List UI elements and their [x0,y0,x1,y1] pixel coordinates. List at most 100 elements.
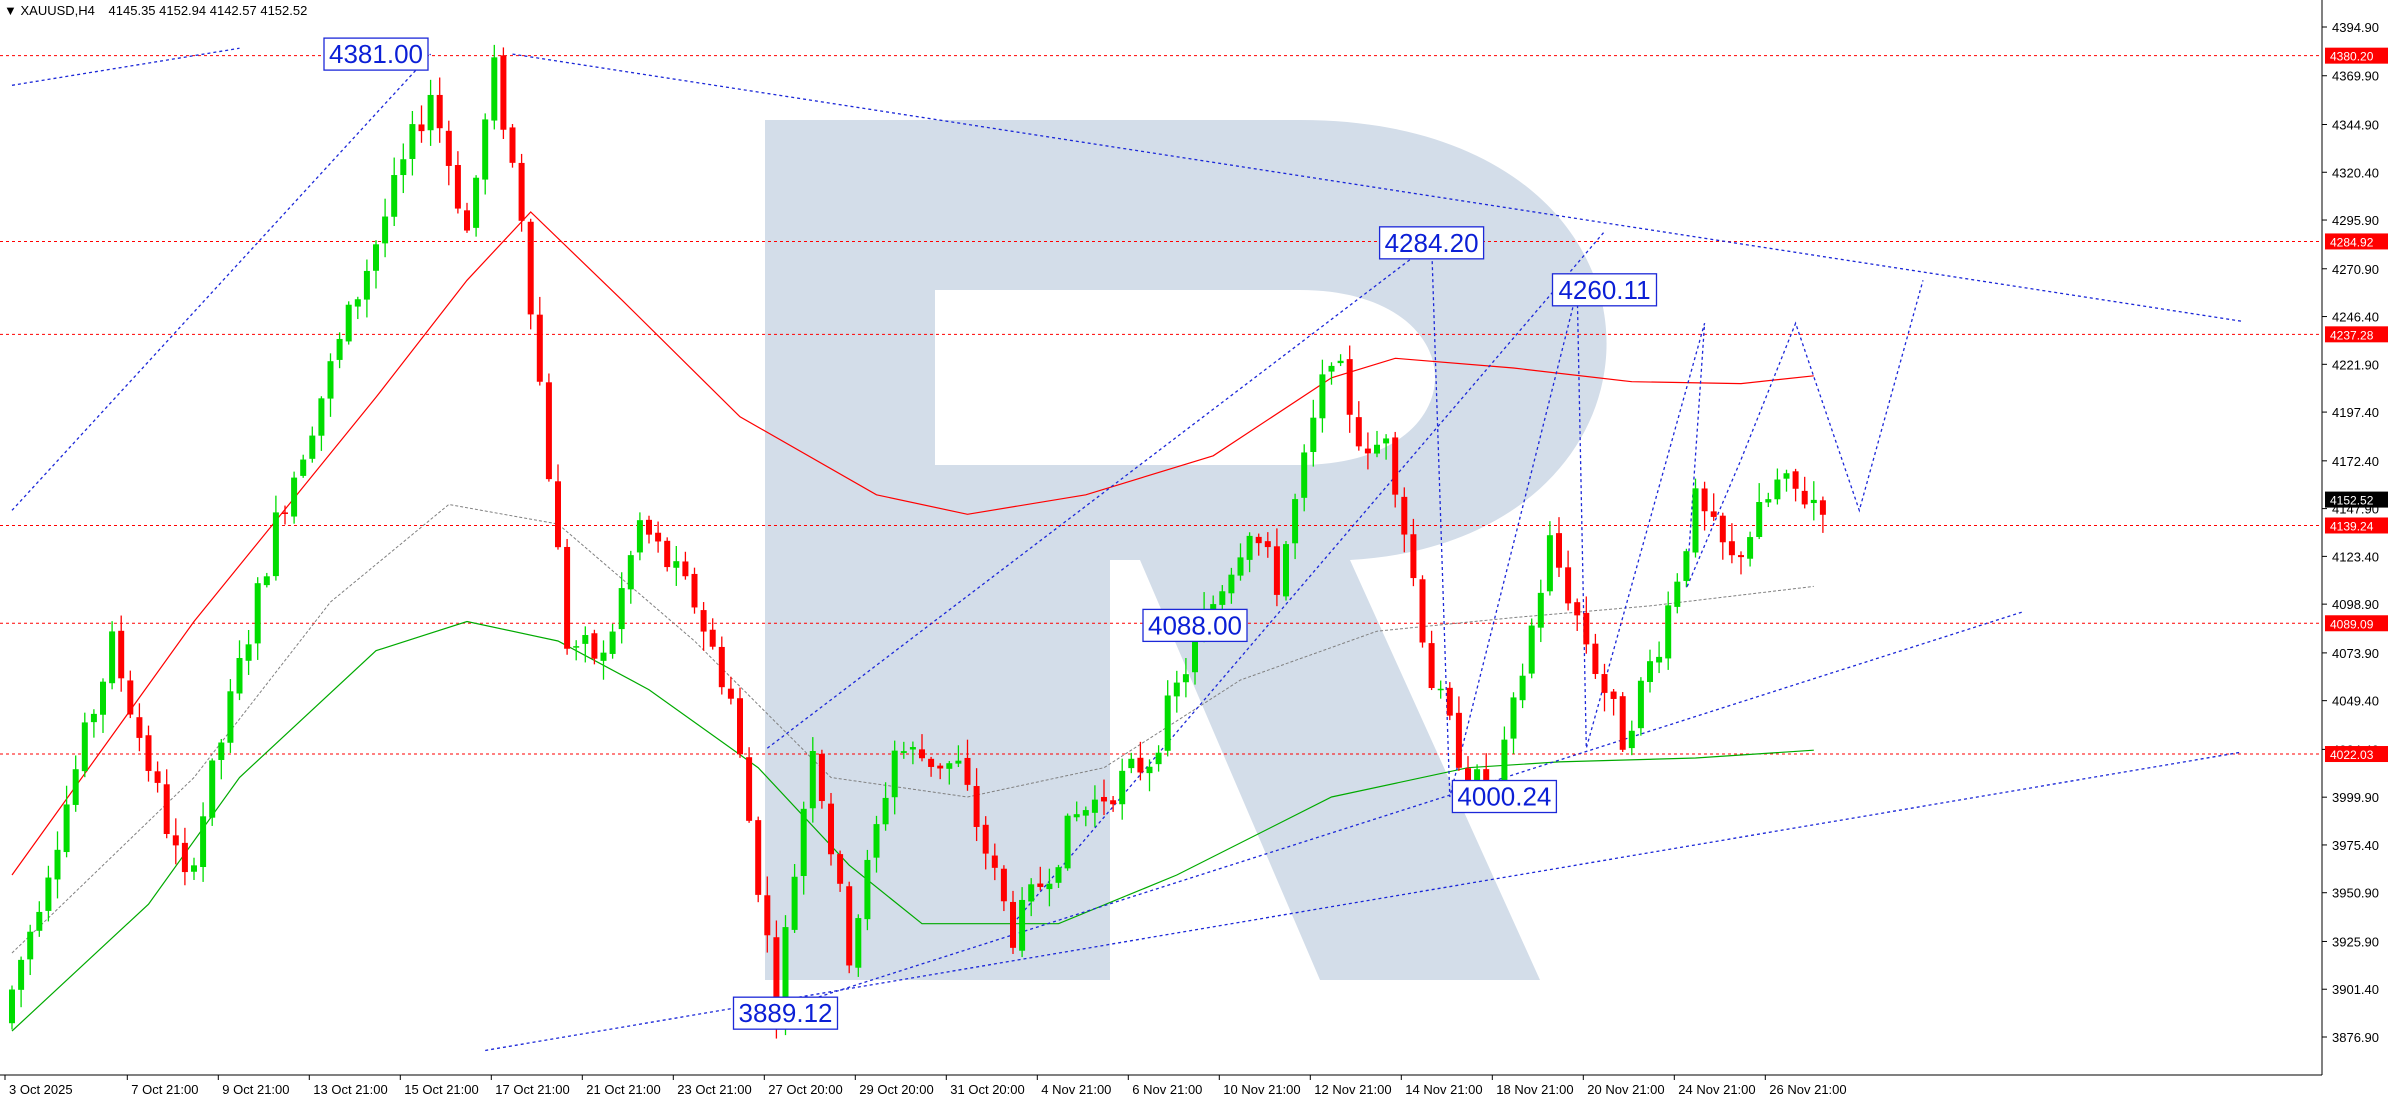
candle-body [291,477,298,517]
candle-body [1146,766,1153,774]
candle-body [964,757,971,785]
candle-body [1446,687,1453,716]
candle-body [236,658,243,694]
watermark-r-shape [765,120,1607,980]
symbol-dropdown[interactable]: ▼ XAUUSD,H4 [4,3,95,18]
candle-body [363,270,370,300]
candle-body [427,94,434,131]
time-tick-label: 3 Oct 2025 [9,1082,73,1097]
candle-body [1346,359,1353,415]
candle-body [1173,682,1180,697]
candle-body [837,854,844,884]
annotation-label: 4088.00 [1148,610,1242,640]
watermark-logo: R [765,120,1607,980]
annotation-box [1551,273,1658,307]
level-price-label: 4089.09 [2330,617,2374,631]
candle-body [891,750,898,798]
price-tick-label: 4246.40 [2332,310,2379,325]
candle-body [1519,675,1526,701]
trend-line [767,611,2024,1015]
annotation-label: 4381.00 [329,39,423,69]
price-annotation: 4260.11 [1551,273,1658,307]
candle-body [1101,796,1107,802]
candle-body [773,937,780,1020]
candle-body [518,162,525,221]
candle-body [1774,479,1781,500]
price-tick-label: 3975.40 [2332,838,2379,853]
candle-body [809,751,816,809]
candle-body [209,760,216,818]
price-tick-label: 4098.90 [2332,597,2379,612]
candle-body [181,842,188,873]
candle-body [172,835,179,846]
candle-body [1155,752,1162,765]
candle-body [1255,536,1262,544]
candle-body [1301,452,1308,498]
candle-body [1037,883,1044,887]
time-tick-label: 29 Oct 20:00 [859,1082,933,1097]
candle-body [1501,739,1508,792]
candle-body [254,583,261,644]
price-tick-label: 3950.90 [2332,886,2379,901]
candle-body [1747,537,1754,559]
candle-body [1455,712,1462,768]
candle-body [1692,488,1699,553]
candle-body [1019,899,1026,951]
candle-body [709,629,716,647]
price-tick-label: 4320.40 [2332,165,2379,180]
candle-body [555,481,561,548]
candle-body [791,876,798,930]
time-tick-label: 9 Oct 21:00 [222,1082,289,1097]
candle-body [127,680,134,715]
level-price-tag [2325,746,2388,763]
candle-body [600,652,607,661]
candle-body [1765,499,1772,503]
annotation-box [732,996,839,1030]
candle-body [1783,473,1790,479]
candle-body [63,804,70,853]
ma-slow-line [11,620,1814,1032]
candle-body [354,299,361,307]
candle-body [1073,814,1080,818]
candle-body [1128,758,1135,769]
candle-body [81,722,88,772]
candle-body [636,520,643,553]
annotation-box [323,37,429,71]
time-tick-label: 21 Oct 21:00 [586,1082,660,1097]
level-price-tag [2325,326,2388,343]
candle-body [545,382,552,480]
candle-body [454,165,461,209]
price-tick-label: 4221.90 [2332,357,2379,372]
annotation-label: 4284.20 [1385,228,1479,258]
price-annotation: 4284.20 [1378,226,1485,260]
candle-body [1401,496,1408,535]
candle-body [473,177,480,228]
candle-body [591,633,598,659]
candle-body [973,786,980,827]
trend-line [11,47,240,86]
price-tick-label: 4073.90 [2332,646,2379,661]
candle-body [564,546,571,649]
price-tick-label: 4295.90 [2332,213,2379,228]
candle-body [145,735,152,771]
candle-body [409,124,416,159]
candle-body [1010,901,1016,948]
candle-body [1064,815,1071,869]
candle-body [136,717,143,738]
candle-body [282,512,288,514]
candle-body [1537,592,1544,628]
candle-body [418,124,425,132]
candle-body [982,824,989,854]
candle-body [727,688,734,699]
candle-body [1055,867,1062,883]
candle-body [27,931,34,960]
candle-body [700,610,707,632]
candle-body [1710,511,1717,517]
candle-body [382,216,389,244]
candle-body [1292,499,1299,544]
candle-body [855,918,862,968]
candle-body [1137,757,1144,773]
